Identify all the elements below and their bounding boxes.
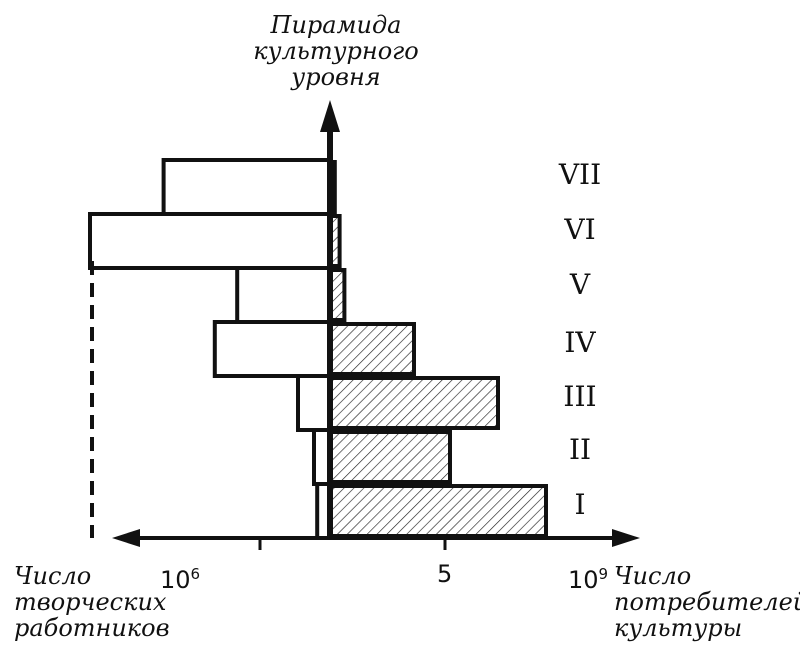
left-axis-label-line-3: работников (14, 614, 170, 642)
left-axis-arrow-icon (112, 529, 140, 547)
chart-title: Пирамида культурного уровня (236, 12, 436, 90)
right-axis-label-line-1: Число (614, 562, 692, 590)
title-line-3: уровня (291, 63, 381, 91)
right-tick-5-text: 5 (437, 560, 453, 588)
level-label-V: V (569, 268, 591, 301)
right-axis-arrow-icon (612, 529, 640, 547)
title-line-1: Пирамида (270, 11, 402, 39)
level-label-VII: VII (558, 158, 602, 191)
left-bar-VII (161, 158, 332, 216)
left-bar-VI (88, 212, 332, 270)
left-axis-label-line-1: Число (14, 562, 92, 590)
right-axis-label-line-3: культуры (614, 614, 743, 642)
left-axis-label-line-2: творческих (14, 588, 167, 616)
left-tick-label: 106 (160, 561, 200, 593)
left-bar-III (296, 374, 332, 432)
level-label-VI: VI (564, 213, 596, 246)
right-axis-label-line-2: потребителей (614, 588, 800, 616)
left-axis-label: Число творческих работников (14, 563, 170, 641)
right-tick-label-5: 5 (437, 561, 452, 587)
left-bar-IV (212, 320, 332, 378)
right-tick-exp: 9 (598, 565, 609, 583)
title-line-2: культурного (253, 37, 419, 65)
right-bar-IV (328, 322, 416, 376)
vertical-axis-arrow-icon (320, 100, 340, 132)
left-tick-base: 10 (160, 566, 191, 594)
level-label-II: II (568, 433, 592, 466)
right-bar-III (328, 376, 500, 430)
level-label-IV: IV (564, 326, 596, 359)
left-tick-exp: 6 (190, 565, 201, 583)
level-label-I: I (574, 488, 586, 521)
level-label-III: III (563, 380, 597, 413)
right-tick-base: 10 (568, 566, 599, 594)
left-bar-V (235, 266, 332, 324)
right-axis-label: Число потребителей культуры (614, 563, 800, 641)
right-tick-label-10-9: 109 (568, 561, 608, 593)
right-bar-II (328, 430, 452, 484)
right-bar-I (328, 484, 548, 538)
